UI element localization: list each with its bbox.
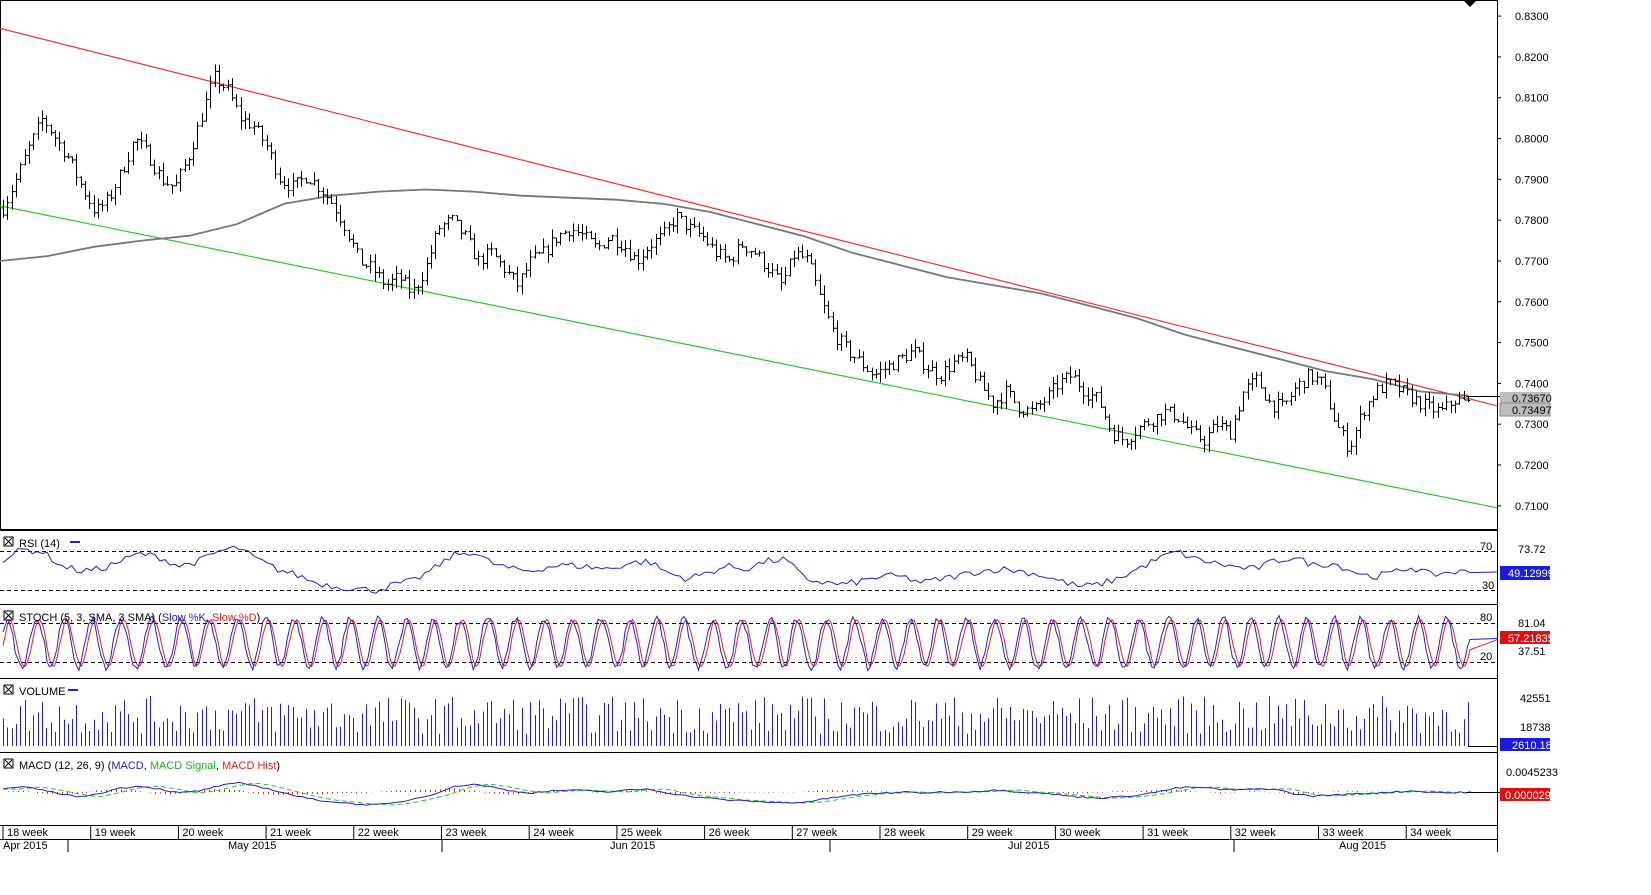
stoch-value-tag [1500,631,1550,644]
price-tick-label: 0.7500 [1515,338,1549,350]
svg-text:STOCH (5, 3, SMA, 3 SMA) (Slow: STOCH (5, 3, SMA, 3 SMA) (Slow %K, Slow … [19,612,260,624]
macd-legend: MACD [111,760,143,772]
last-price-tags: 0.73670 0.73497 [1466,392,1552,417]
price-tick-label: 0.7400 [1515,378,1549,390]
macd-signal-line [3,782,1471,806]
price-tick-label: 0.8100 [1515,93,1549,105]
trendlines [0,27,1498,509]
week-tick-label: 30 week [1059,827,1100,839]
last-price-tag [1499,402,1551,417]
week-tick-label: 18 week [7,827,48,839]
week-tick-label: 29 week [972,827,1013,839]
rsi-axis-value: 73.72 [1518,544,1546,556]
rsi-value-label: 49.12999 [1508,568,1554,580]
stoch-lower-level: 20 [1480,651,1492,663]
stoch-title: STOCH (5, 3, SMA, 3 SMA) [19,612,155,624]
week-tick-label: 22 week [358,827,399,839]
volume-axis-value: 42551 [1520,693,1551,705]
stoch-upper-level: 80 [1480,612,1492,624]
price-tick-label: 0.7800 [1515,215,1549,227]
macd-title: MACD (12, 26, 9) [19,760,105,772]
month-tick-label: Jun 2015 [610,840,655,852]
stoch-panel: 80 20 STOCH (5, 3, SMA, 3 SMA) (Slow %K,… [0,610,1554,673]
week-tick-label: 23 week [446,827,487,839]
rsi-value-tag [1500,566,1550,580]
volume-value-label: 2610.18 [1512,740,1552,752]
week-tick-label: 24 week [533,827,574,839]
volume-value-tag [1500,738,1550,751]
rsi-lower-level: 30 [1482,580,1494,592]
moving-average-line [0,188,1469,397]
price-axis: 0.8300 0.8200 0.8100 0.8000 0.7900 0.7800 0.77… [1497,11,1549,513]
rsi-panel: 70 30 RSI (14) 73.72 49.12999 [0,536,1554,594]
time-axis: 18 week 19 week 20 week 21 week 22 week 23 we… [0,826,1497,852]
stoch-value-label: 57.21835 [1508,633,1554,645]
week-tick-label: 31 week [1147,827,1188,839]
support-trendline [0,205,1498,509]
week-tick-label: 34 week [1410,827,1451,839]
week-tick-label: 33 week [1323,827,1364,839]
macd-panel: MACD (12, 26, 9) (MACD, MACD Signal, MAC… [2,758,1558,806]
price-tick-label: 0.8300 [1515,11,1549,23]
stoch-axis-value-2: 37.51 [1518,646,1546,658]
month-tick-label: Jul 2015 [1008,840,1050,852]
rsi-upper-level: 70 [1480,541,1492,553]
rsi-line [2,545,1498,594]
volume-bars [3,696,1497,747]
week-tick-label: 32 week [1235,827,1276,839]
macd-value-tag [1500,788,1550,801]
week-tick-label: 28 week [884,827,925,839]
price-tick-label: 0.8200 [1515,52,1549,64]
week-tick-label: 26 week [709,827,750,839]
week-tick-label: 19 week [95,827,136,839]
macd-hist-legend: MACD Hist [222,760,276,772]
price-tick-label: 0.7900 [1515,174,1549,186]
week-tick-label: 27 week [796,827,837,839]
week-tick-label: 20 week [182,827,223,839]
last-price-label: 0.73497 [1512,405,1552,417]
month-tick-label: Apr 2015 [3,840,48,852]
price-bars [1,64,1471,457]
macd-signal-legend: MACD Signal [150,760,216,772]
svg-text:MACD (12, 26, 9) (MACD, MACD S: MACD (12, 26, 9) (MACD, MACD Signal, MAC… [19,760,280,772]
stoch-k-legend: Slow %K [162,612,207,624]
week-tick-label: 21 week [270,827,311,839]
rsi-title: RSI (14) [19,538,60,550]
week-tick-label: 25 week [621,827,662,839]
volume-panel: VOLUME 42551 18738 2610.18 [3,684,1552,752]
prev-price-label: 0.73670 [1512,393,1552,405]
stoch-d-legend: Slow %D [212,612,257,624]
resistance-trendline [0,27,1498,407]
price-tick-label: 0.7700 [1515,256,1549,268]
month-tick-label: Aug 2015 [1339,840,1386,852]
macd-axis-value: 0.0045233 [1506,767,1558,779]
price-tick-label: 0.7100 [1515,501,1549,513]
scroll-marker-icon[interactable] [1464,1,1476,7]
volume-axis-value-2: 18738 [1520,722,1551,734]
stoch-slow-d-line [2,618,1498,668]
macd-line [2,781,1471,806]
stoch-axis-value: 81.04 [1518,618,1546,630]
month-tick-label: May 2015 [228,840,276,852]
macd-value-label: 0.0000293 [1505,790,1557,802]
panel-frames [0,0,1498,852]
price-tick-label: 0.7200 [1515,460,1549,472]
volume-title: VOLUME [19,686,65,698]
price-tick-label: 0.8000 [1515,134,1549,146]
prev-price-tag [1500,392,1550,404]
price-tick-label: 0.7600 [1515,297,1549,309]
stoch-slow-k-line [2,614,1498,673]
price-tick-label: 0.7300 [1515,419,1549,431]
